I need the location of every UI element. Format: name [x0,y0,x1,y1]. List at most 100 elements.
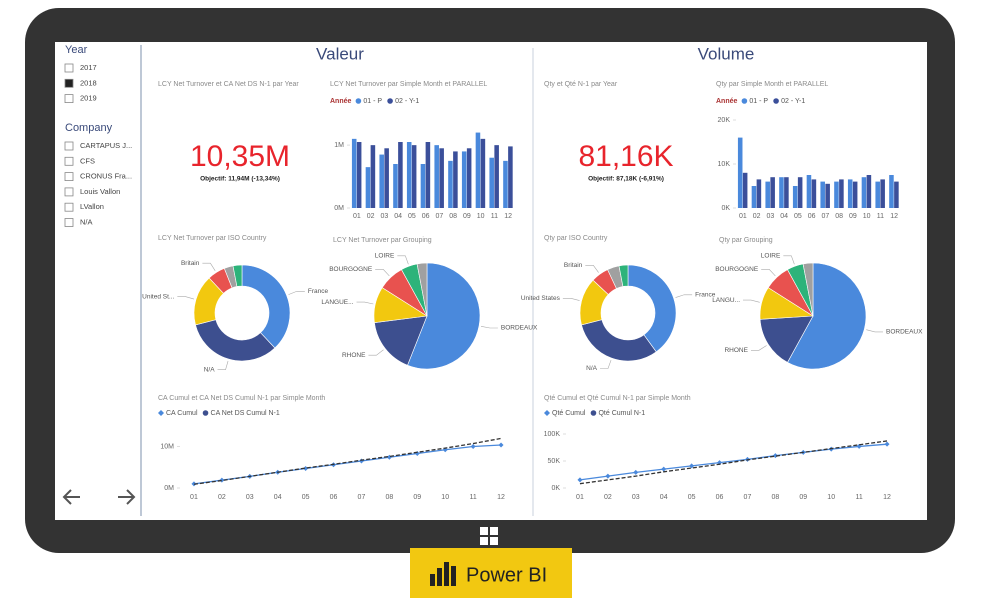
bar [489,157,494,208]
bar [406,142,412,208]
bar [475,132,481,208]
x-tick-label: 03 [632,494,640,501]
slicer-item[interactable]: LVallon [80,202,104,211]
bar [393,164,398,208]
checkbox[interactable] [64,187,74,197]
checkbox[interactable] [64,94,74,103]
bar [825,183,830,208]
legend-marker [590,410,597,416]
bar [420,164,426,208]
y-tick-label: 50K [548,458,561,465]
slice [374,315,428,366]
chart-title: Qty et Qté N-1 par Year [544,81,618,88]
checkbox[interactable] [64,141,74,151]
leader-line [743,299,760,303]
leader-line [761,269,776,277]
y-tick-label: 100K [544,431,561,438]
slicer-item[interactable]: CRONUS Fra... [80,172,132,181]
x-tick-label: 07 [358,494,366,501]
logo-pane [490,527,498,535]
line-marker [498,442,504,448]
slice [241,264,291,349]
legend-label: 02 - Y-1 [395,98,419,105]
leader-line [375,269,390,277]
y-tick-label: 0M [334,205,344,212]
slicer-item[interactable]: N/A [80,217,93,226]
slice-label: United States [521,295,561,302]
x-tick-label: 06 [422,213,430,220]
bar [770,177,775,208]
x-tick-label: 09 [463,213,471,220]
x-tick-label: 02 [604,494,612,501]
bar [880,179,885,208]
chart-title: LCY Net Turnover par Simple Month et PAR… [330,81,487,88]
x-tick-label: 03 [246,494,254,501]
line-marker [219,477,225,483]
slice-label: LANGUE... [321,299,353,306]
line-series [579,440,888,485]
checkbox[interactable] [64,202,74,212]
bar [797,177,803,208]
chart-title: Qty par Grouping [719,237,773,244]
bar [365,167,371,208]
bar [508,146,513,208]
leader-line [783,255,795,265]
slice-label: RHONE [342,352,366,359]
chart-title: Qté Cumul et Qté Cumul N-1 par Simple Mo… [544,395,691,402]
slicer-item[interactable]: Louis Vallon [80,187,120,196]
leader-line [356,301,374,305]
checkbox[interactable] [64,172,74,182]
slice-label: N/A [586,365,598,372]
legend-marker [355,98,362,104]
y-tick-label: 20K [718,117,731,124]
legend-marker [202,410,209,416]
back-arrow[interactable] [62,489,80,505]
bar [875,181,880,208]
bar [453,151,458,208]
slice-label: France [308,288,329,295]
line-series [579,443,888,481]
chart-title: Qty par ISO Country [544,235,608,242]
slicer-item[interactable]: CARTAPUS J... [80,141,132,150]
bar [756,179,762,208]
line-marker [772,453,778,459]
x-tick-label: 10 [863,213,871,220]
bar [384,148,389,208]
checkbox[interactable] [64,156,74,166]
checkbox[interactable] [64,63,74,73]
chart-title: LCY Net Turnover et CA Net DS N-1 par Ye… [158,81,299,88]
checkbox[interactable] [64,218,74,227]
bar [834,181,839,208]
bar [866,175,872,208]
slicer-item[interactable]: 2017 [80,63,97,72]
bar [806,175,812,208]
bar [466,148,472,208]
x-tick-label: 06 [808,213,816,220]
x-tick-label: 11 [469,494,476,501]
bar [779,177,784,208]
slice-label: LANGU... [712,297,740,304]
x-tick-label: 02 [753,213,761,220]
slicer-item[interactable]: 2018 [80,78,97,87]
x-tick-label: 04 [660,494,668,501]
card-value: 10,35M [190,140,290,173]
x-tick-label: 07 [744,494,752,501]
x-tick-label: 10 [441,494,449,501]
bar [398,142,403,208]
bar [839,179,844,208]
bar [820,181,825,208]
x-tick-label: 08 [385,494,393,501]
legend-title: Année [716,98,738,105]
x-tick-label: 08 [771,494,779,501]
forward-arrow[interactable] [118,489,136,505]
line-marker [303,465,309,471]
checkbox[interactable] [64,78,74,88]
legend-marker [387,98,393,104]
x-tick-label: 11 [491,213,498,220]
line-marker [577,477,583,483]
windows-logo[interactable] [480,527,498,545]
slicer-item[interactable]: CFS [80,156,95,165]
x-tick-label: 01 [576,494,584,501]
bar [448,160,453,208]
slicer-item[interactable]: 2019 [80,94,97,103]
